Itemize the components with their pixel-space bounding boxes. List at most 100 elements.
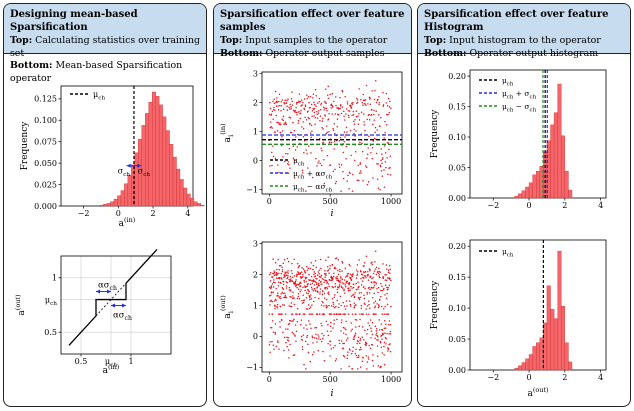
scatter-point bbox=[281, 269, 284, 271]
scatter-point bbox=[336, 118, 339, 120]
scatter-point bbox=[322, 302, 324, 304]
scatter-point bbox=[347, 337, 349, 339]
scatter-point bbox=[328, 285, 330, 288]
scatter-point bbox=[319, 288, 322, 290]
scatter-point bbox=[343, 289, 345, 292]
scatter-point bbox=[315, 333, 317, 336]
scatter-point bbox=[307, 116, 310, 119]
scatter-point bbox=[358, 354, 360, 357]
scatter-point bbox=[300, 319, 303, 321]
scatter-point bbox=[317, 349, 319, 352]
scatter-point bbox=[388, 148, 390, 151]
scatter-point bbox=[372, 177, 374, 179]
scatter-point bbox=[313, 107, 316, 110]
scatter-point bbox=[357, 336, 360, 339]
scatter-point bbox=[326, 154, 329, 157]
scatter-point bbox=[313, 101, 315, 104]
output-hist-bar bbox=[518, 365, 523, 371]
scatter-point bbox=[291, 100, 293, 103]
scatter-point bbox=[349, 305, 352, 307]
scatter-point bbox=[297, 293, 300, 295]
scatter-point bbox=[285, 152, 287, 155]
scatter-point bbox=[310, 136, 312, 138]
scatter-point bbox=[357, 164, 359, 167]
scatter-point bbox=[326, 286, 328, 289]
scatter-point bbox=[377, 114, 380, 116]
scatter-point bbox=[371, 146, 374, 149]
scatter-point bbox=[338, 166, 341, 168]
scatter-point bbox=[309, 298, 311, 301]
scatter-point bbox=[338, 303, 340, 305]
scatter-point bbox=[271, 145, 274, 147]
scatter-point bbox=[339, 268, 341, 271]
scatter-point bbox=[278, 313, 281, 315]
scatter-point bbox=[287, 260, 290, 263]
scatter-point bbox=[274, 281, 276, 284]
scatter-point bbox=[361, 280, 364, 282]
scatter-point bbox=[312, 342, 314, 344]
train-hist-bar bbox=[141, 125, 146, 207]
scatter-point bbox=[304, 272, 307, 274]
scatter-point bbox=[315, 94, 318, 97]
x-tick-label: −2 bbox=[78, 209, 90, 218]
scatter-point bbox=[365, 84, 368, 87]
scatter-point bbox=[299, 290, 301, 293]
scatter-point bbox=[314, 275, 317, 277]
scatter-point bbox=[342, 177, 345, 180]
y-axis-label: Frequency bbox=[430, 280, 440, 330]
scatter-point bbox=[371, 359, 374, 362]
scatter-point bbox=[359, 318, 361, 321]
scatter-point bbox=[368, 303, 370, 306]
scatter-point bbox=[274, 333, 277, 335]
scatter-point bbox=[388, 111, 391, 114]
scatter-point bbox=[320, 104, 322, 106]
scatter-point bbox=[315, 157, 317, 160]
scatter-point bbox=[358, 325, 361, 327]
output-hist-bar bbox=[514, 367, 519, 371]
scatter-point bbox=[345, 108, 348, 110]
x-axis-label: i bbox=[330, 208, 333, 219]
scatter-point bbox=[334, 168, 336, 171]
input-hist-bar bbox=[528, 182, 533, 199]
scatter-point bbox=[356, 99, 359, 101]
scatter-point bbox=[304, 340, 307, 343]
scatter-point bbox=[332, 275, 335, 278]
scatter-point bbox=[384, 294, 386, 296]
scatter-point bbox=[337, 313, 339, 315]
scatter-point bbox=[356, 342, 358, 345]
scatter-point bbox=[370, 113, 373, 116]
scatter-point bbox=[285, 102, 288, 104]
scatter-point bbox=[375, 273, 378, 276]
scatter-point bbox=[375, 329, 378, 332]
x-tick-label: 2 bbox=[562, 201, 567, 210]
scatter-point bbox=[312, 264, 315, 267]
scatter-point bbox=[366, 361, 369, 363]
scatter-point bbox=[385, 102, 387, 104]
scatter-point bbox=[376, 332, 378, 334]
scatter-point bbox=[388, 284, 391, 287]
scatter-point bbox=[365, 342, 368, 345]
scatter-point bbox=[277, 281, 280, 284]
scatter-point bbox=[352, 346, 354, 349]
scatter-point bbox=[308, 101, 310, 104]
scatter-point bbox=[297, 295, 300, 298]
scatter-point bbox=[328, 304, 330, 307]
scatter-point bbox=[318, 273, 320, 275]
scatter-point bbox=[272, 331, 275, 333]
train-hist-bar bbox=[145, 113, 149, 207]
scatter-point bbox=[364, 165, 367, 167]
legend-lower-label: μch − σch bbox=[502, 102, 537, 113]
scatter-point bbox=[298, 272, 300, 274]
scatter-point bbox=[382, 91, 384, 94]
scatter-point bbox=[389, 174, 392, 176]
scatter-point bbox=[355, 97, 358, 100]
scatter-point bbox=[349, 300, 351, 302]
scatter-point bbox=[375, 281, 377, 284]
scatter-point bbox=[287, 349, 290, 351]
scatter-point bbox=[363, 262, 366, 264]
operator-y-label: a(out) bbox=[14, 294, 27, 316]
scatter-point bbox=[304, 289, 306, 292]
scatter-point bbox=[332, 305, 335, 308]
scatter-point bbox=[307, 343, 309, 346]
x-tick-label: 500 bbox=[323, 197, 338, 206]
